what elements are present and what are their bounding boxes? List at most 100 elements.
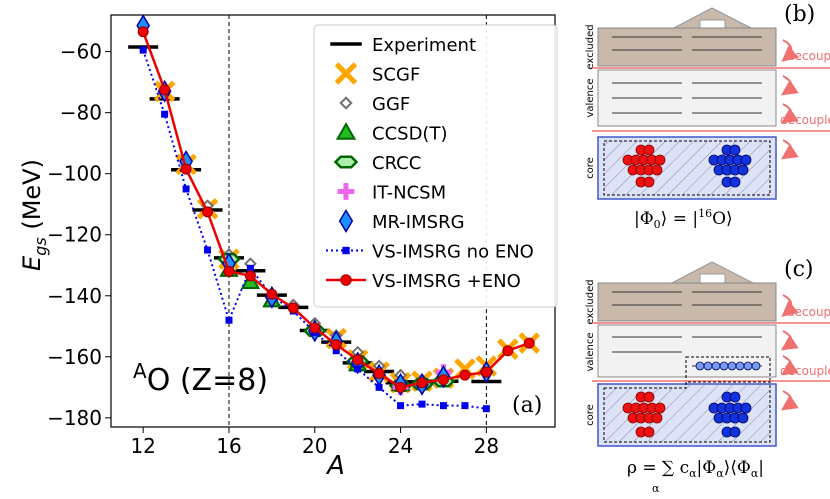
neutron-4 <box>740 154 752 166</box>
valence-neutron-2 <box>711 361 721 371</box>
legend-label: CCSD(T) <box>372 124 447 145</box>
point-vs-imsrg-eno-A25 <box>416 377 428 389</box>
neutron-c2-4 <box>740 402 752 414</box>
point-vs-imsrg-no-eno-A26 <box>439 402 447 410</box>
decouple-arrow-b3 <box>781 103 799 124</box>
formula-c: ρ = ∑ cα|Φα⟩⟨Φα| <box>627 458 764 480</box>
decouple-arrow-c3 <box>781 355 799 376</box>
y-tick-label--160: −160 <box>47 345 102 369</box>
valence-nucleons-c <box>695 361 761 371</box>
point-vs-imsrg-eno-A26 <box>437 374 449 386</box>
core-nucleons-b <box>622 144 752 188</box>
formula-b-lhs: |Φ <box>634 209 654 229</box>
point-vs-imsrg-no-eno-A23 <box>375 383 383 391</box>
point-vs-imsrg-eno-A29 <box>502 345 514 357</box>
excluded-label: excluded <box>585 24 596 69</box>
legend-box <box>313 24 558 308</box>
x-ticks: 12 16 20 24 28 <box>130 427 499 458</box>
excluded-label-c: excluded <box>585 279 596 324</box>
point-vs-imsrg-no-eno-A27 <box>461 402 469 410</box>
proton-4 <box>654 154 666 166</box>
legend-label: CRCC <box>372 153 421 174</box>
panel-a-label: (a) <box>512 393 542 418</box>
x-tick-label-16: 16 <box>216 434 241 458</box>
isotope-mass-superscript: A <box>133 359 147 383</box>
x-tick-label-20: 20 <box>302 434 327 458</box>
formula-c-end-sub: α <box>751 467 759 480</box>
proton-c2-4 <box>654 402 666 414</box>
proton-1 <box>643 144 655 156</box>
isotope-name: O (Z=8) <box>147 363 268 398</box>
legend-item-vs-imsrg-eno: VS-IMSRG +ENO <box>326 271 521 292</box>
valence-neutron-3 <box>719 361 729 371</box>
panel-c-schematic: (c) excluded valence decouple decouple c… <box>585 257 830 495</box>
point-vs-imsrg-eno-A27 <box>459 369 471 381</box>
excluded-space <box>597 27 777 67</box>
legend-marker <box>335 122 357 140</box>
y-axis-label-main: E <box>18 255 46 271</box>
legend: Experiment SCGF GGF CCSD(T) CRCC IT-NCSM MR-IM… <box>326 35 534 292</box>
y-tick-label--140: −140 <box>47 284 102 308</box>
legend-marker <box>333 155 359 169</box>
point-vs-imsrg-no-eno-A12 <box>139 46 147 54</box>
point-vs-imsrg-eno-A20 <box>309 322 321 334</box>
excluded-arrow <box>669 7 756 31</box>
point-vs-imsrg-no-eno-A15 <box>204 246 212 254</box>
legend-marker <box>339 96 353 110</box>
x-tick-label-12: 12 <box>130 434 155 458</box>
point-vs-imsrg-eno-A30 <box>523 337 535 349</box>
legend-item-mr-imsrg: MR-IMSRG <box>338 209 465 233</box>
formula-c-sub: α <box>689 467 697 480</box>
panel-b-schematic: (b) excluded valence decouple decouple c… <box>585 2 830 231</box>
point-vs-imsrg-no-eno-A28 <box>482 405 490 413</box>
proton-c4-1 <box>643 426 655 438</box>
legend-item-it-ncsm: IT-NCSM <box>337 183 446 204</box>
valence-neutron-7 <box>751 361 761 371</box>
formula-b-rhs: O⟩ <box>712 209 733 229</box>
formula-c-end: ⟩⟨Φ <box>724 458 751 478</box>
series-vs-imsrg-eno <box>137 26 535 393</box>
point-vs-imsrg-eno-A18 <box>266 288 278 300</box>
y-tick-label--80: −80 <box>60 101 102 125</box>
valence-neutron-0 <box>695 361 705 371</box>
point-vs-imsrg-eno-A28 <box>480 366 492 378</box>
valence-neutron-1 <box>703 361 713 371</box>
point-vs-imsrg-no-eno-A16 <box>225 316 233 324</box>
point-vs-imsrg-eno-A16 <box>223 265 235 277</box>
point-vs-imsrg-eno-A12 <box>137 26 149 38</box>
formula-b-mid: ⟩ = | <box>661 209 698 229</box>
core-nucleons-c <box>622 391 752 438</box>
point-vs-imsrg-no-eno-A17 <box>246 264 254 272</box>
point-vs-imsrg-eno-A19 <box>287 302 299 314</box>
formula-c-close: | <box>758 458 764 478</box>
legend-item-experiment: Experiment <box>330 35 476 56</box>
valence-label-c: valence <box>585 333 596 372</box>
decouple-arrow-c4 <box>781 390 799 411</box>
valence-neutron-4 <box>727 361 737 371</box>
neutron-c-1 <box>729 391 741 403</box>
formula-b-lhs-sub: 0 <box>654 218 661 231</box>
point-vs-imsrg-no-eno-A24 <box>397 402 405 410</box>
y-tick-label--180: −180 <box>47 406 102 430</box>
legend-marker <box>338 209 354 233</box>
point-vs-imsrg-eno-A23 <box>373 368 385 380</box>
legend-marker <box>342 246 350 255</box>
point-vs-imsrg-eno-A24 <box>395 381 407 393</box>
x-tick-label-28: 28 <box>474 434 499 458</box>
x-tick-label-24: 24 <box>388 434 413 458</box>
core-label-c: core <box>585 404 596 426</box>
core-label: core <box>585 157 596 179</box>
point-vs-imsrg-eno-A14 <box>180 163 192 175</box>
proton-1 <box>643 176 655 188</box>
point-vs-imsrg-no-eno-A14 <box>182 185 190 193</box>
valence-neutron-5 <box>735 361 745 371</box>
decouple-arrow-b2 <box>781 75 799 96</box>
y-ticks: −60 −80 −100 −120 −140 −160 −180 <box>47 40 111 430</box>
series-layer <box>128 14 541 413</box>
formula-b: |Φ0⟩ = |16O⟩ <box>634 207 733 231</box>
legend-marker <box>340 274 352 286</box>
point-vs-imsrg-no-eno-A21 <box>332 347 340 355</box>
point-vs-imsrg-no-eno-A22 <box>354 365 362 373</box>
legend-item-crcc: CRCC <box>333 153 421 174</box>
